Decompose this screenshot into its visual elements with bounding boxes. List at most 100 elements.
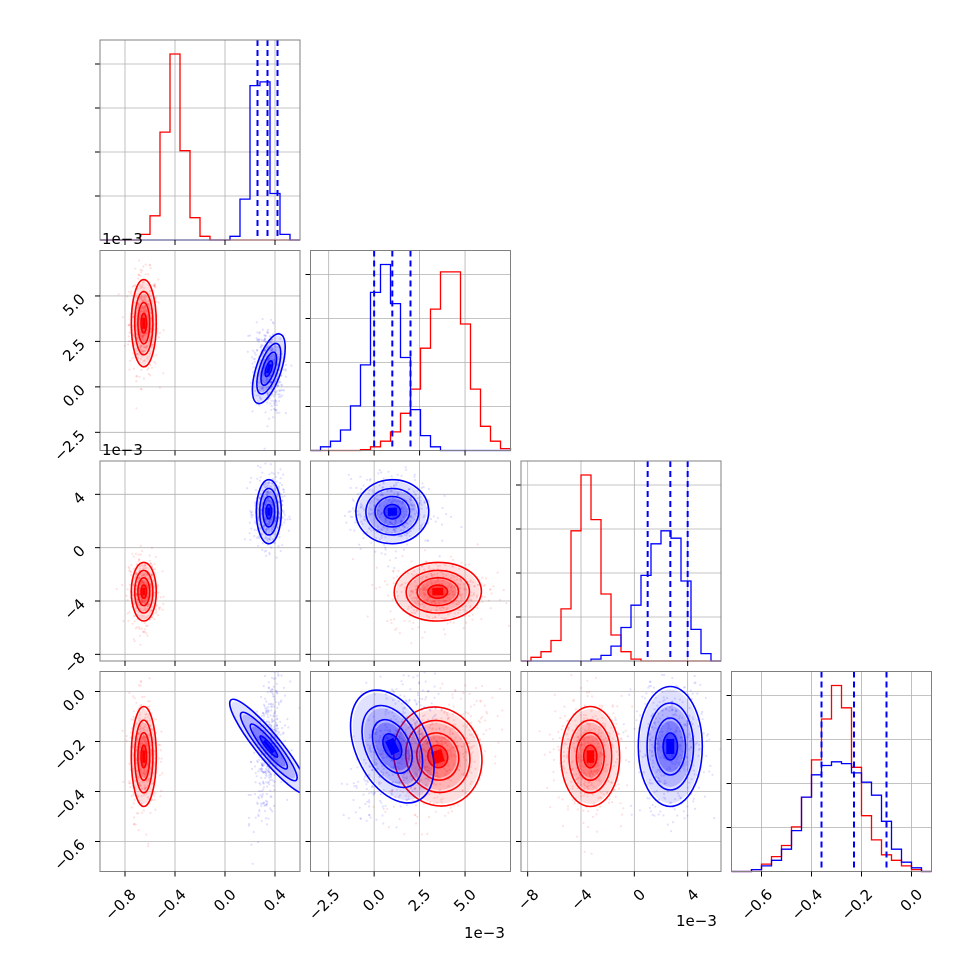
y-tick-label: −0.6 — [50, 836, 88, 874]
panel-3-0 — [100, 671, 300, 872]
red-contour — [427, 744, 449, 769]
x-tick-label: −0.2 — [838, 886, 876, 924]
red-density — [130, 278, 158, 368]
offset-label-x1: 1e−3 — [464, 924, 505, 942]
blue-density — [349, 689, 435, 804]
panel-2-0 — [100, 461, 300, 661]
y-tick-label: 0.0 — [59, 686, 89, 716]
panel-3-0-frame — [99, 671, 301, 872]
panel-3-2-frame — [520, 671, 722, 872]
y-tick-label: −4 — [60, 595, 88, 623]
red-contour — [137, 576, 151, 607]
red-contour — [133, 290, 154, 356]
red-contour — [140, 312, 148, 334]
red-contour — [404, 719, 471, 794]
y-tick-label: 0 — [69, 542, 88, 561]
blue-contour — [371, 718, 413, 775]
red-contour — [416, 576, 460, 607]
x-tick-label: 0.0 — [897, 886, 927, 916]
hist-panel-0 — [95, 39, 301, 241]
x-tick-label: −0.4 — [788, 886, 826, 924]
offset-label-x2: 1e−3 — [676, 912, 717, 930]
y-tick-label: −0.2 — [50, 736, 88, 774]
y-tick-label: 2.5 — [59, 336, 89, 366]
blue-contour — [637, 685, 704, 808]
panel-2-0-frame — [99, 460, 301, 662]
red-contour — [137, 731, 151, 782]
blue-contour — [646, 702, 695, 791]
x-tick-label: 0 — [630, 886, 649, 905]
hist-panel-3-frame — [731, 671, 932, 872]
hist-panel-2 — [516, 460, 722, 662]
blue-density — [251, 333, 287, 405]
red-density — [560, 705, 621, 808]
hist-panel-2-frame — [520, 460, 722, 662]
red-contour — [133, 569, 154, 614]
red-contour — [133, 719, 154, 794]
blue-histogram — [100, 81, 300, 241]
y-tick-label: −0.4 — [50, 786, 88, 824]
blue-contour — [264, 360, 274, 378]
blue-contour — [355, 478, 430, 545]
red-contour — [582, 744, 598, 769]
blue-contour — [382, 733, 403, 760]
red-contour — [130, 278, 158, 368]
blue-contour — [259, 735, 279, 758]
blue-density — [255, 478, 283, 545]
hist-panel-0-frame — [99, 39, 301, 241]
red-contour — [416, 732, 460, 781]
panel-2-1 — [310, 461, 511, 661]
y-tick-label: 4 — [69, 488, 88, 507]
blue-contour — [662, 732, 679, 761]
red-contour — [140, 744, 148, 769]
hist-panel-1-frame — [310, 250, 511, 451]
hist-panel-3 — [726, 671, 932, 873]
blue-contour — [260, 351, 278, 387]
x-tick-label: −4 — [567, 886, 595, 914]
blue-contour — [262, 495, 276, 528]
x-tick-label: 4 — [683, 886, 702, 905]
y-tick-label: −8 — [60, 648, 88, 676]
x-tick-label: 0.0 — [359, 886, 389, 916]
blue-contour — [258, 487, 279, 536]
panel-3-1 — [310, 671, 511, 872]
red-histogram — [310, 271, 512, 452]
offset-label-y2: 1e−3 — [102, 441, 143, 459]
blue-contour — [383, 503, 402, 520]
red-contour — [140, 584, 148, 600]
x-tick-label: 2.5 — [405, 886, 435, 916]
blue-contour — [349, 689, 435, 804]
blue-contour — [239, 711, 298, 782]
blue-density — [228, 698, 300, 795]
panel-2-1-frame — [310, 460, 511, 662]
x-tick-label: −2.5 — [305, 886, 343, 924]
blue-contour — [256, 342, 282, 395]
x-tick-label: 5.0 — [450, 886, 480, 916]
red-density — [130, 705, 158, 808]
red-contour — [427, 584, 449, 600]
red-contour — [130, 561, 158, 622]
panel-1-0 — [100, 250, 300, 451]
y-tick-label: −2.5 — [50, 426, 88, 464]
blue-contour — [374, 495, 411, 528]
blue-contour — [265, 503, 273, 520]
red-contour — [137, 301, 151, 345]
x-tick-label: −0.6 — [738, 886, 776, 924]
blue-contour — [365, 487, 420, 536]
panel-3-1-frame — [310, 671, 511, 872]
blue-density — [637, 685, 704, 808]
x-tick-label: 0.0 — [210, 886, 240, 916]
blue-contour — [228, 698, 300, 795]
blue-density — [355, 478, 430, 545]
red-density — [130, 561, 158, 622]
red-density — [393, 561, 483, 622]
blue-contour — [361, 704, 424, 789]
red-contour — [575, 731, 605, 782]
panel-1-0-frame — [99, 250, 301, 451]
red-contour — [405, 569, 471, 614]
red-contour — [392, 706, 483, 807]
red-contour — [393, 561, 483, 622]
x-tick-label: −0.4 — [151, 886, 189, 924]
blue-contour — [251, 333, 287, 405]
